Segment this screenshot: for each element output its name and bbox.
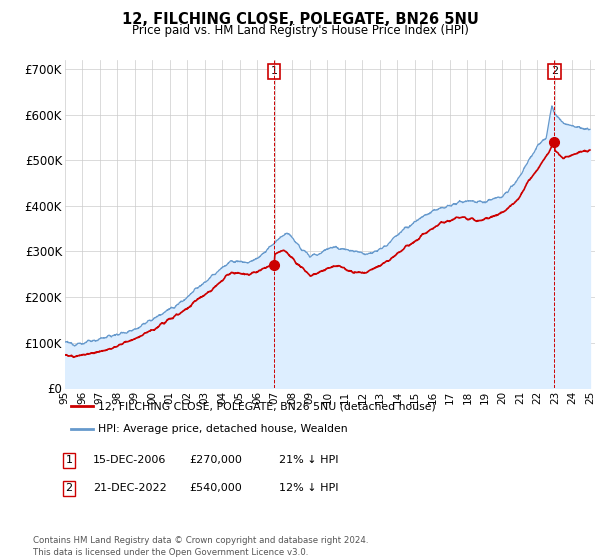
Text: 1: 1 <box>65 455 73 465</box>
Text: 21-DEC-2022: 21-DEC-2022 <box>93 483 167 493</box>
Text: 2: 2 <box>65 483 73 493</box>
Text: £540,000: £540,000 <box>189 483 242 493</box>
Text: HPI: Average price, detached house, Wealden: HPI: Average price, detached house, Weal… <box>98 424 347 434</box>
Text: 15-DEC-2006: 15-DEC-2006 <box>93 455 166 465</box>
Text: 12, FILCHING CLOSE, POLEGATE, BN26 5NU (detached house): 12, FILCHING CLOSE, POLEGATE, BN26 5NU (… <box>98 401 436 411</box>
Text: Price paid vs. HM Land Registry's House Price Index (HPI): Price paid vs. HM Land Registry's House … <box>131 24 469 37</box>
Text: 12, FILCHING CLOSE, POLEGATE, BN26 5NU: 12, FILCHING CLOSE, POLEGATE, BN26 5NU <box>122 12 478 27</box>
Text: 12% ↓ HPI: 12% ↓ HPI <box>279 483 338 493</box>
Text: 21% ↓ HPI: 21% ↓ HPI <box>279 455 338 465</box>
Text: £270,000: £270,000 <box>189 455 242 465</box>
Text: Contains HM Land Registry data © Crown copyright and database right 2024.
This d: Contains HM Land Registry data © Crown c… <box>33 536 368 557</box>
Text: 2: 2 <box>551 66 558 76</box>
Text: 1: 1 <box>271 66 278 76</box>
